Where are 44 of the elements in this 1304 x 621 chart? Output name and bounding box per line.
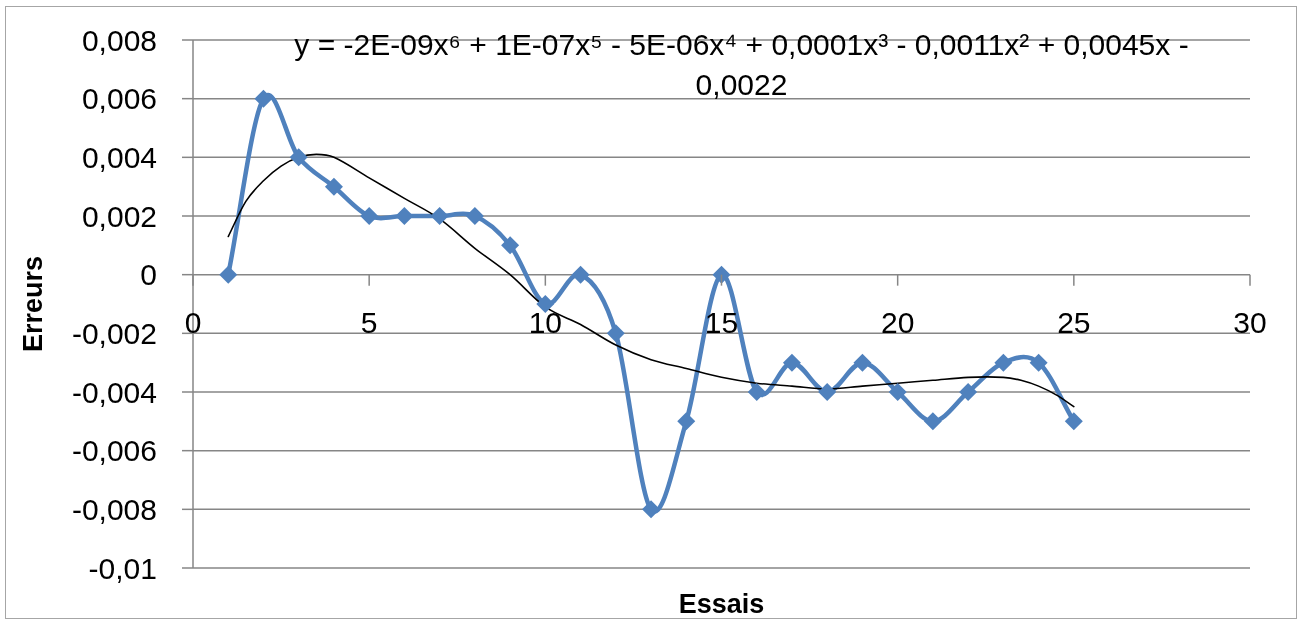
point [430, 207, 449, 225]
x-tick-label: 25 [1057, 306, 1091, 340]
y-tick-label: -0,008 [71, 492, 157, 526]
x-axis-title: Essais [678, 589, 765, 619]
y-tick-label: -0,006 [71, 434, 157, 468]
point [395, 207, 414, 225]
y-axis-title: Erreurs [18, 255, 49, 353]
point [782, 353, 801, 372]
y-tick-label: -0,01 [88, 551, 157, 585]
y-tick-label: -0,004 [71, 375, 157, 409]
x-tick-label: 10 [528, 306, 563, 340]
x-tick-label: 30 [1233, 306, 1267, 340]
point [360, 207, 379, 225]
y-tick-label: 0,004 [81, 140, 157, 174]
point [994, 353, 1013, 372]
x-tick-label: 5 [360, 306, 378, 340]
point [712, 265, 731, 284]
point [501, 236, 520, 255]
point [747, 383, 766, 401]
point [853, 353, 872, 372]
point [536, 295, 555, 313]
point [818, 383, 837, 401]
point [1029, 353, 1048, 372]
point [289, 148, 308, 167]
point [1064, 412, 1083, 431]
point [677, 412, 696, 431]
y-tick-label: 0,002 [81, 199, 157, 233]
point [254, 89, 273, 108]
point [324, 177, 343, 196]
point [959, 383, 978, 401]
x-tick-label: 15 [704, 306, 739, 340]
y-tick-label: 0,006 [81, 82, 157, 116]
point [606, 324, 625, 343]
point [219, 265, 238, 284]
x-tick-label: 20 [880, 306, 915, 340]
annotation: y = -2E-09x⁶ + 1E-07x⁵ - 5E-06x⁴ + 0,0001x³ - 0,0011x² + 0,0045x - 0,0022 [293, 27, 1190, 103]
y-tick-label: 0,008 [81, 23, 157, 57]
x-tick-label: 0 [184, 306, 202, 340]
point [571, 265, 590, 284]
point [465, 207, 484, 225]
point [923, 412, 942, 431]
y-tick-label: -0,002 [71, 316, 157, 350]
point [888, 383, 907, 401]
y-tick-label: 0 [140, 258, 157, 292]
